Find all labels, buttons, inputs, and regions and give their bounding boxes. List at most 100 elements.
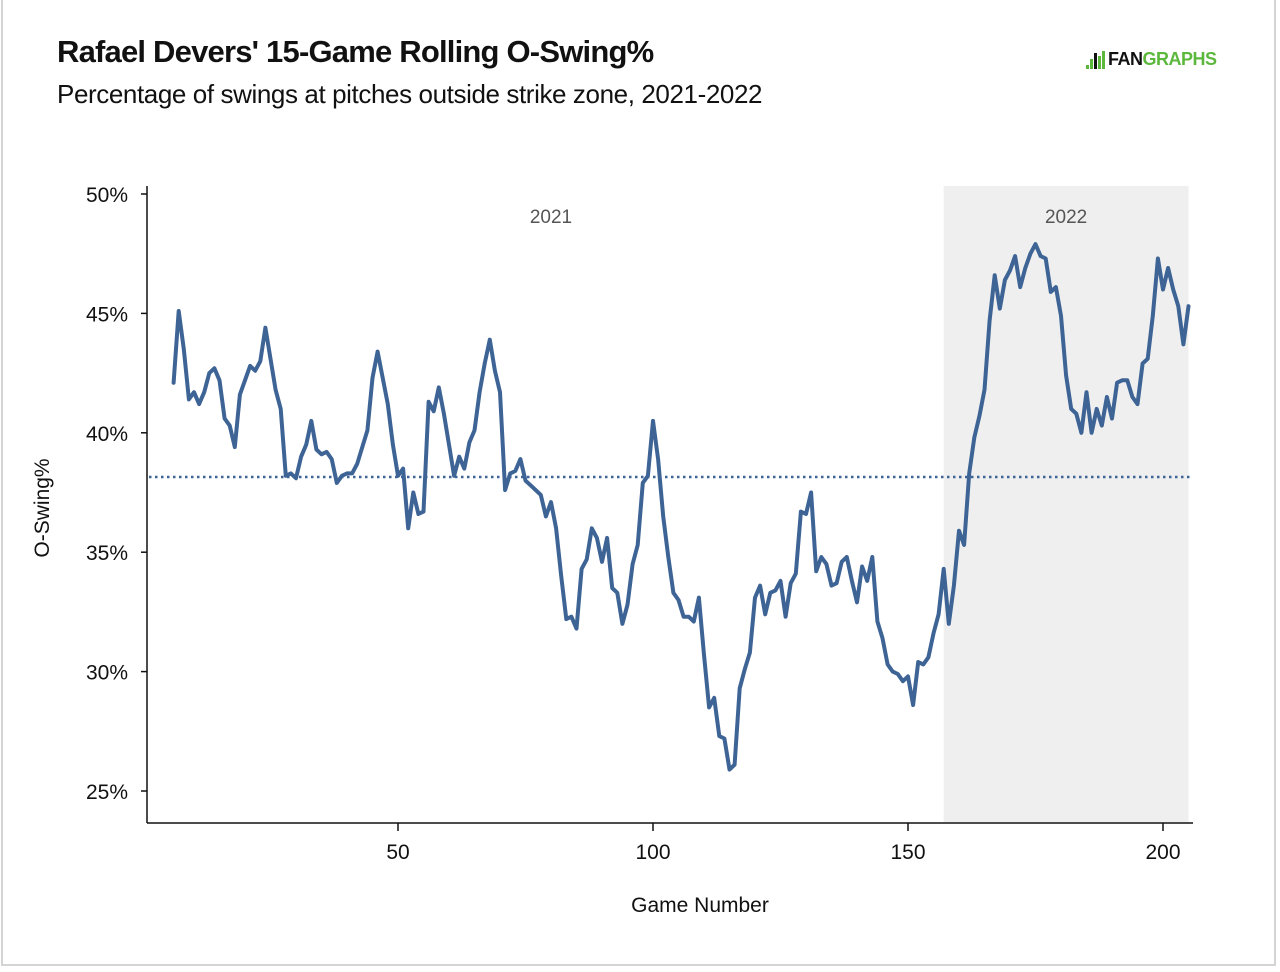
series-points	[172, 242, 1191, 772]
data-point	[1161, 287, 1165, 292]
data-point	[804, 512, 808, 516]
data-point	[381, 376, 385, 380]
data-point	[926, 655, 931, 659]
data-point	[376, 350, 380, 354]
data-point	[727, 767, 732, 772]
data-point	[1151, 314, 1155, 318]
data-point	[1146, 357, 1150, 361]
data-point	[605, 536, 609, 540]
data-point	[370, 376, 375, 380]
data-point	[360, 445, 364, 449]
data-point	[1090, 431, 1094, 435]
data-point	[1110, 416, 1114, 421]
fangraphs-logo: FAN GRAPHS	[1086, 47, 1217, 71]
data-point	[442, 412, 446, 416]
data-point	[819, 555, 823, 559]
x-tick-label: 50	[386, 841, 409, 864]
data-point	[957, 529, 961, 533]
data-point	[457, 455, 461, 459]
y-tick-label: 25%	[86, 781, 128, 804]
data-point	[687, 615, 691, 619]
data-point	[212, 366, 216, 370]
data-point	[238, 393, 242, 397]
data-point	[931, 631, 936, 636]
data-point	[447, 443, 451, 447]
data-point	[625, 603, 630, 607]
data-point	[299, 455, 303, 459]
data-point	[554, 526, 558, 530]
data-point	[1100, 424, 1104, 428]
data-point	[243, 378, 247, 382]
data-point	[248, 364, 252, 368]
data-point	[763, 612, 767, 616]
data-point	[824, 562, 829, 566]
data-point	[870, 555, 874, 559]
year-label-2022: 2022	[1045, 207, 1087, 228]
data-point	[860, 564, 864, 569]
data-point	[350, 471, 354, 475]
data-point	[223, 416, 227, 421]
data-point	[508, 471, 512, 475]
data-point	[472, 428, 477, 432]
data-point	[187, 397, 191, 401]
data-point	[493, 369, 497, 373]
data-point	[682, 615, 686, 619]
data-point	[610, 586, 614, 590]
data-point	[233, 445, 237, 449]
data-point	[646, 474, 650, 478]
data-point	[977, 414, 982, 418]
data-point	[809, 490, 813, 495]
data-point	[580, 567, 584, 571]
data-point	[1008, 268, 1012, 272]
data-point	[228, 424, 232, 428]
data-point	[335, 481, 339, 485]
data-point	[564, 617, 568, 621]
data-point	[467, 440, 471, 444]
fangraphs-batter-icon	[1086, 49, 1106, 69]
data-point	[937, 612, 941, 616]
data-point	[1084, 390, 1089, 394]
data-point	[840, 560, 844, 564]
data-point	[263, 326, 267, 330]
data-point	[513, 469, 517, 473]
data-point	[1064, 373, 1068, 378]
data-point	[452, 474, 456, 478]
data-point	[539, 493, 543, 497]
data-point	[661, 514, 665, 519]
data-point	[1049, 290, 1053, 294]
data-point	[748, 650, 752, 655]
data-point	[1125, 378, 1129, 382]
data-point	[1115, 381, 1119, 385]
data-point	[478, 390, 482, 394]
data-point	[784, 615, 788, 619]
chart-subtitle: Percentage of swings at pitches outside …	[57, 79, 763, 109]
data-point	[656, 457, 660, 461]
data-point	[330, 457, 334, 461]
data-point	[835, 581, 839, 585]
data-point	[1105, 395, 1109, 399]
data-point	[1186, 304, 1191, 308]
y-axis-ticks: 25% 30% 35% 40% 45% 50%	[86, 184, 147, 804]
data-point	[875, 619, 880, 624]
data-point	[345, 471, 349, 475]
data-point	[891, 670, 895, 674]
data-point	[355, 462, 359, 466]
data-point	[1028, 252, 1032, 256]
season-2022-shaded-region	[943, 186, 1189, 822]
data-point	[717, 734, 721, 738]
data-point	[778, 579, 783, 583]
data-point	[1033, 242, 1038, 246]
data-point	[1074, 412, 1078, 416]
data-point	[1120, 378, 1124, 382]
data-point	[942, 567, 946, 571]
data-point	[916, 660, 920, 664]
data-point	[279, 407, 283, 411]
data-point	[845, 555, 849, 559]
data-point	[289, 471, 293, 475]
data-point	[488, 338, 492, 342]
data-point	[253, 369, 257, 373]
data-point	[427, 400, 431, 404]
data-point	[988, 319, 992, 323]
y-tick-label: 35%	[86, 542, 128, 565]
data-point	[733, 763, 737, 767]
